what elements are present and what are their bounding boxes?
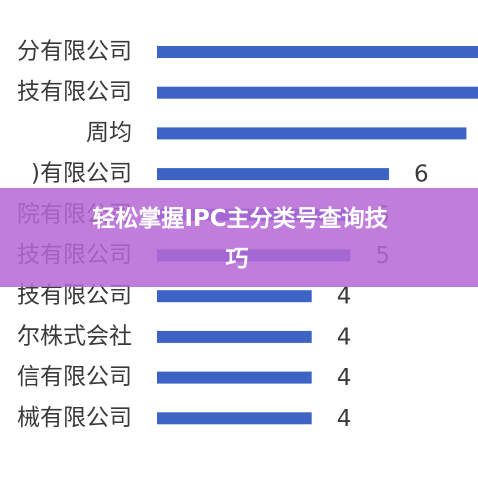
bar <box>157 168 390 181</box>
y-tick-label: 尔株式会社 <box>17 323 132 349</box>
bar <box>157 46 478 58</box>
y-tick-label: 信有限公司 <box>17 364 132 390</box>
y-tick-label: )有限公司 <box>31 161 132 187</box>
title-banner <box>0 188 478 287</box>
data-label: 4 <box>337 406 352 432</box>
bar <box>157 330 312 343</box>
bar <box>157 127 467 140</box>
data-label: 4 <box>337 324 352 350</box>
y-tick-label: 周均 <box>86 120 132 146</box>
y-tick-label: 械有限公司 <box>17 405 132 431</box>
bar <box>157 86 478 99</box>
chart-title: 轻松掌握IPC主分类号查询技巧 <box>92 205 388 272</box>
bar <box>157 371 312 384</box>
data-label: 6 <box>414 162 429 188</box>
y-tick-label: 分有限公司 <box>17 39 132 65</box>
data-label: 4 <box>337 365 352 391</box>
y-tick-label: 技有限公司 <box>17 79 132 105</box>
data-label: 4 <box>337 284 352 310</box>
bar <box>157 412 312 425</box>
bar <box>157 290 312 303</box>
y-tick-label: 技有限公司 <box>17 283 132 309</box>
